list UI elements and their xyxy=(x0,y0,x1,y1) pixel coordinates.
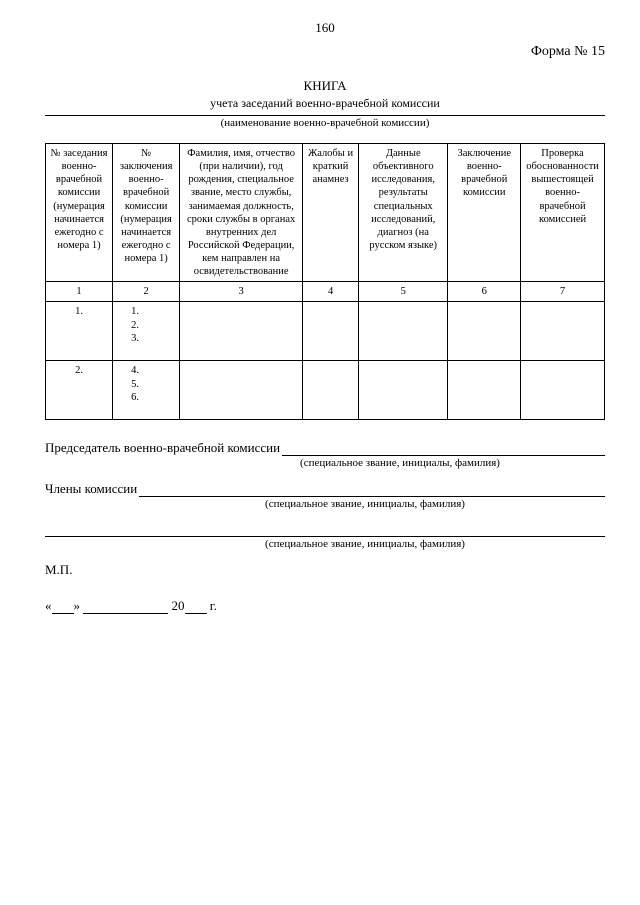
col-num-6: 6 xyxy=(448,282,521,302)
col-header-7: Проверка обоснованности вышестоящей воен… xyxy=(521,144,605,282)
date-day-underline xyxy=(52,600,74,614)
signature-underline xyxy=(282,441,605,456)
cell-empty xyxy=(180,361,303,420)
cell-empty xyxy=(448,361,521,420)
chairman-label: Председатель военно-врачебной комиссии xyxy=(45,440,280,456)
date-line: «» 20 г. xyxy=(45,598,605,614)
cell-meeting-no: 1. xyxy=(46,302,113,361)
col-header-5: Данные объективного исследования, резуль… xyxy=(359,144,448,282)
chairman-caption: (специальное звание, инициалы, фамилия) xyxy=(195,457,605,469)
records-table: № заседания военно-врачебной комиссии (н… xyxy=(45,143,605,420)
stamp-placeholder: М.П. xyxy=(45,562,605,578)
table-row: 2. 4. 5. 6. xyxy=(46,361,605,420)
col-num-2: 2 xyxy=(113,282,180,302)
members-signature-line: Члены комиссии xyxy=(45,481,605,497)
form-number: Форма № 15 xyxy=(45,44,605,60)
cell-empty xyxy=(521,302,605,361)
cell-conclusion-list: 4. 5. 6. xyxy=(113,361,180,420)
number-row: 1 2 3 4 5 6 7 xyxy=(46,282,605,302)
col-num-3: 3 xyxy=(180,282,303,302)
col-header-1: № заседания военно-врачебной комиссии (н… xyxy=(46,144,113,282)
page-number: 160 xyxy=(45,20,605,36)
col-num-5: 5 xyxy=(359,282,448,302)
members-caption-1: (специальное звание, инициалы, фамилия) xyxy=(125,498,605,510)
col-num-7: 7 xyxy=(521,282,605,302)
cell-empty xyxy=(303,302,359,361)
date-month-underline xyxy=(83,600,168,614)
cell-empty xyxy=(180,302,303,361)
cell-conclusion-list: 1. 2. 3. xyxy=(113,302,180,361)
cell-empty xyxy=(448,302,521,361)
date-close-quote: » xyxy=(74,598,81,613)
date-year-suffix: г. xyxy=(210,598,217,613)
title-sub: учета заседаний военно-врачебной комисси… xyxy=(45,96,605,111)
cell-empty xyxy=(303,361,359,420)
title-main: КНИГА xyxy=(45,78,605,94)
signature-underline xyxy=(139,482,605,497)
cell-empty xyxy=(359,361,448,420)
cell-meeting-no: 2. xyxy=(46,361,113,420)
title-underline xyxy=(45,114,605,116)
col-header-4: Жалобы и краткий анамнез xyxy=(303,144,359,282)
col-num-1: 1 xyxy=(46,282,113,302)
members-caption-2: (специальное звание, инициалы, фамилия) xyxy=(125,538,605,550)
title-caption: (наименование военно-врачебной комиссии) xyxy=(45,117,605,129)
table-row: 1. 1. 2. 3. xyxy=(46,302,605,361)
date-year-underline xyxy=(185,600,207,614)
members-signature-line-2 xyxy=(45,522,605,537)
col-header-6: Заключение военно-врачебной комиссии xyxy=(448,144,521,282)
col-num-4: 4 xyxy=(303,282,359,302)
date-year-prefix: 20 xyxy=(172,598,185,613)
members-label: Члены комиссии xyxy=(45,481,137,497)
col-header-3: Фамилия, имя, отчество (при наличии), го… xyxy=(180,144,303,282)
col-header-2: № заключения военно-врачебной комиссии (… xyxy=(113,144,180,282)
header-row: № заседания военно-врачебной комиссии (н… xyxy=(46,144,605,282)
cell-empty xyxy=(359,302,448,361)
chairman-signature-line: Председатель военно-врачебной комиссии xyxy=(45,440,605,456)
cell-empty xyxy=(521,361,605,420)
